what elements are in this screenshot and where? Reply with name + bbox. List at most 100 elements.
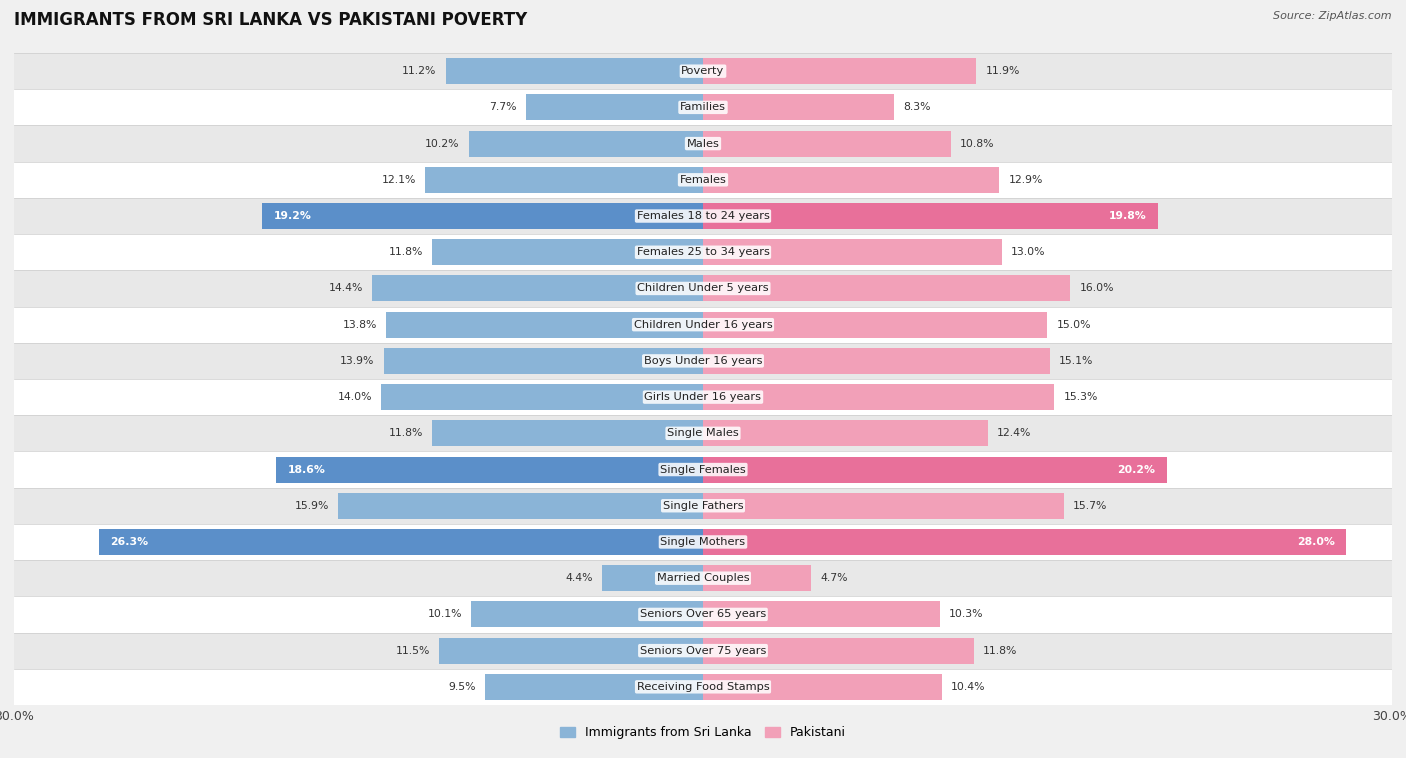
Text: 10.3%: 10.3%: [949, 609, 983, 619]
Text: Married Couples: Married Couples: [657, 573, 749, 583]
Text: 28.0%: 28.0%: [1296, 537, 1334, 547]
Text: IMMIGRANTS FROM SRI LANKA VS PAKISTANI POVERTY: IMMIGRANTS FROM SRI LANKA VS PAKISTANI P…: [14, 11, 527, 30]
Text: 11.8%: 11.8%: [388, 428, 423, 438]
Text: 14.4%: 14.4%: [329, 283, 363, 293]
Text: Single Mothers: Single Mothers: [661, 537, 745, 547]
Bar: [276, 456, 703, 483]
Text: Females 18 to 24 years: Females 18 to 24 years: [637, 211, 769, 221]
Bar: [14, 53, 1392, 89]
Bar: [703, 312, 1047, 338]
Text: 13.0%: 13.0%: [1011, 247, 1045, 257]
Bar: [703, 94, 894, 121]
Bar: [703, 167, 1000, 193]
Text: 12.4%: 12.4%: [997, 428, 1032, 438]
Bar: [703, 58, 976, 84]
Bar: [703, 601, 939, 628]
Bar: [526, 94, 703, 121]
Bar: [14, 597, 1392, 632]
Text: 16.0%: 16.0%: [1080, 283, 1114, 293]
Text: 18.6%: 18.6%: [287, 465, 325, 475]
Bar: [703, 384, 1054, 410]
Text: Poverty: Poverty: [682, 66, 724, 76]
Bar: [14, 198, 1392, 234]
Bar: [14, 560, 1392, 597]
Bar: [14, 632, 1392, 669]
Bar: [703, 565, 811, 591]
Bar: [703, 493, 1063, 518]
Text: Children Under 16 years: Children Under 16 years: [634, 320, 772, 330]
Text: 10.2%: 10.2%: [425, 139, 460, 149]
Text: Single Fathers: Single Fathers: [662, 501, 744, 511]
Text: 15.1%: 15.1%: [1059, 356, 1094, 366]
Bar: [14, 161, 1392, 198]
Text: 11.8%: 11.8%: [983, 646, 1018, 656]
Text: Receiving Food Stamps: Receiving Food Stamps: [637, 682, 769, 692]
Text: 12.9%: 12.9%: [1008, 175, 1043, 185]
Bar: [471, 601, 703, 628]
Bar: [703, 420, 988, 446]
Text: 19.8%: 19.8%: [1108, 211, 1146, 221]
Text: Families: Families: [681, 102, 725, 112]
Bar: [432, 420, 703, 446]
Bar: [703, 456, 1167, 483]
Text: 10.4%: 10.4%: [950, 682, 986, 692]
Bar: [14, 669, 1392, 705]
Text: Children Under 5 years: Children Under 5 years: [637, 283, 769, 293]
Text: 19.2%: 19.2%: [274, 211, 312, 221]
Text: Boys Under 16 years: Boys Under 16 years: [644, 356, 762, 366]
Text: Source: ZipAtlas.com: Source: ZipAtlas.com: [1274, 11, 1392, 21]
Text: Seniors Over 65 years: Seniors Over 65 years: [640, 609, 766, 619]
Bar: [703, 348, 1050, 374]
Bar: [384, 348, 703, 374]
Text: Females 25 to 34 years: Females 25 to 34 years: [637, 247, 769, 257]
Text: 13.9%: 13.9%: [340, 356, 374, 366]
Bar: [14, 487, 1392, 524]
Bar: [425, 167, 703, 193]
Bar: [703, 674, 942, 700]
Text: 26.3%: 26.3%: [111, 537, 149, 547]
Text: 11.8%: 11.8%: [388, 247, 423, 257]
Text: 14.0%: 14.0%: [337, 392, 373, 402]
Text: 12.1%: 12.1%: [381, 175, 416, 185]
Bar: [703, 275, 1070, 302]
Text: Females: Females: [679, 175, 727, 185]
Text: 10.1%: 10.1%: [427, 609, 461, 619]
Text: 10.8%: 10.8%: [960, 139, 994, 149]
Text: Girls Under 16 years: Girls Under 16 years: [644, 392, 762, 402]
Bar: [14, 306, 1392, 343]
Text: 11.5%: 11.5%: [395, 646, 430, 656]
Text: 11.9%: 11.9%: [986, 66, 1019, 76]
Bar: [703, 240, 1001, 265]
Bar: [446, 58, 703, 84]
Text: Seniors Over 75 years: Seniors Over 75 years: [640, 646, 766, 656]
Bar: [703, 637, 974, 664]
Text: 15.0%: 15.0%: [1057, 320, 1091, 330]
Text: Males: Males: [686, 139, 720, 149]
Bar: [381, 384, 703, 410]
Bar: [262, 203, 703, 229]
Bar: [468, 130, 703, 157]
Bar: [387, 312, 703, 338]
Text: 7.7%: 7.7%: [489, 102, 517, 112]
Text: 8.3%: 8.3%: [903, 102, 931, 112]
Bar: [703, 203, 1157, 229]
Bar: [98, 529, 703, 555]
Text: 13.8%: 13.8%: [343, 320, 377, 330]
Text: 15.9%: 15.9%: [294, 501, 329, 511]
Bar: [14, 415, 1392, 452]
Bar: [14, 524, 1392, 560]
Text: 4.4%: 4.4%: [565, 573, 593, 583]
Text: 9.5%: 9.5%: [449, 682, 475, 692]
Bar: [602, 565, 703, 591]
Bar: [14, 379, 1392, 415]
Bar: [14, 343, 1392, 379]
Bar: [14, 452, 1392, 487]
Bar: [373, 275, 703, 302]
Bar: [14, 271, 1392, 306]
Bar: [14, 89, 1392, 126]
Text: 15.3%: 15.3%: [1063, 392, 1098, 402]
Text: 15.7%: 15.7%: [1073, 501, 1107, 511]
Bar: [14, 234, 1392, 271]
Text: 11.2%: 11.2%: [402, 66, 437, 76]
Bar: [485, 674, 703, 700]
